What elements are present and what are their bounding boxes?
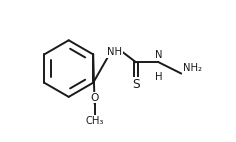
Text: H: H	[155, 72, 162, 82]
Text: NH₂: NH₂	[183, 63, 202, 73]
Text: N: N	[155, 51, 162, 60]
Text: CH₃: CH₃	[85, 116, 104, 126]
Text: O: O	[90, 93, 99, 103]
Text: NH: NH	[107, 47, 122, 57]
Text: S: S	[132, 78, 139, 91]
Text: O: O	[94, 128, 95, 129]
